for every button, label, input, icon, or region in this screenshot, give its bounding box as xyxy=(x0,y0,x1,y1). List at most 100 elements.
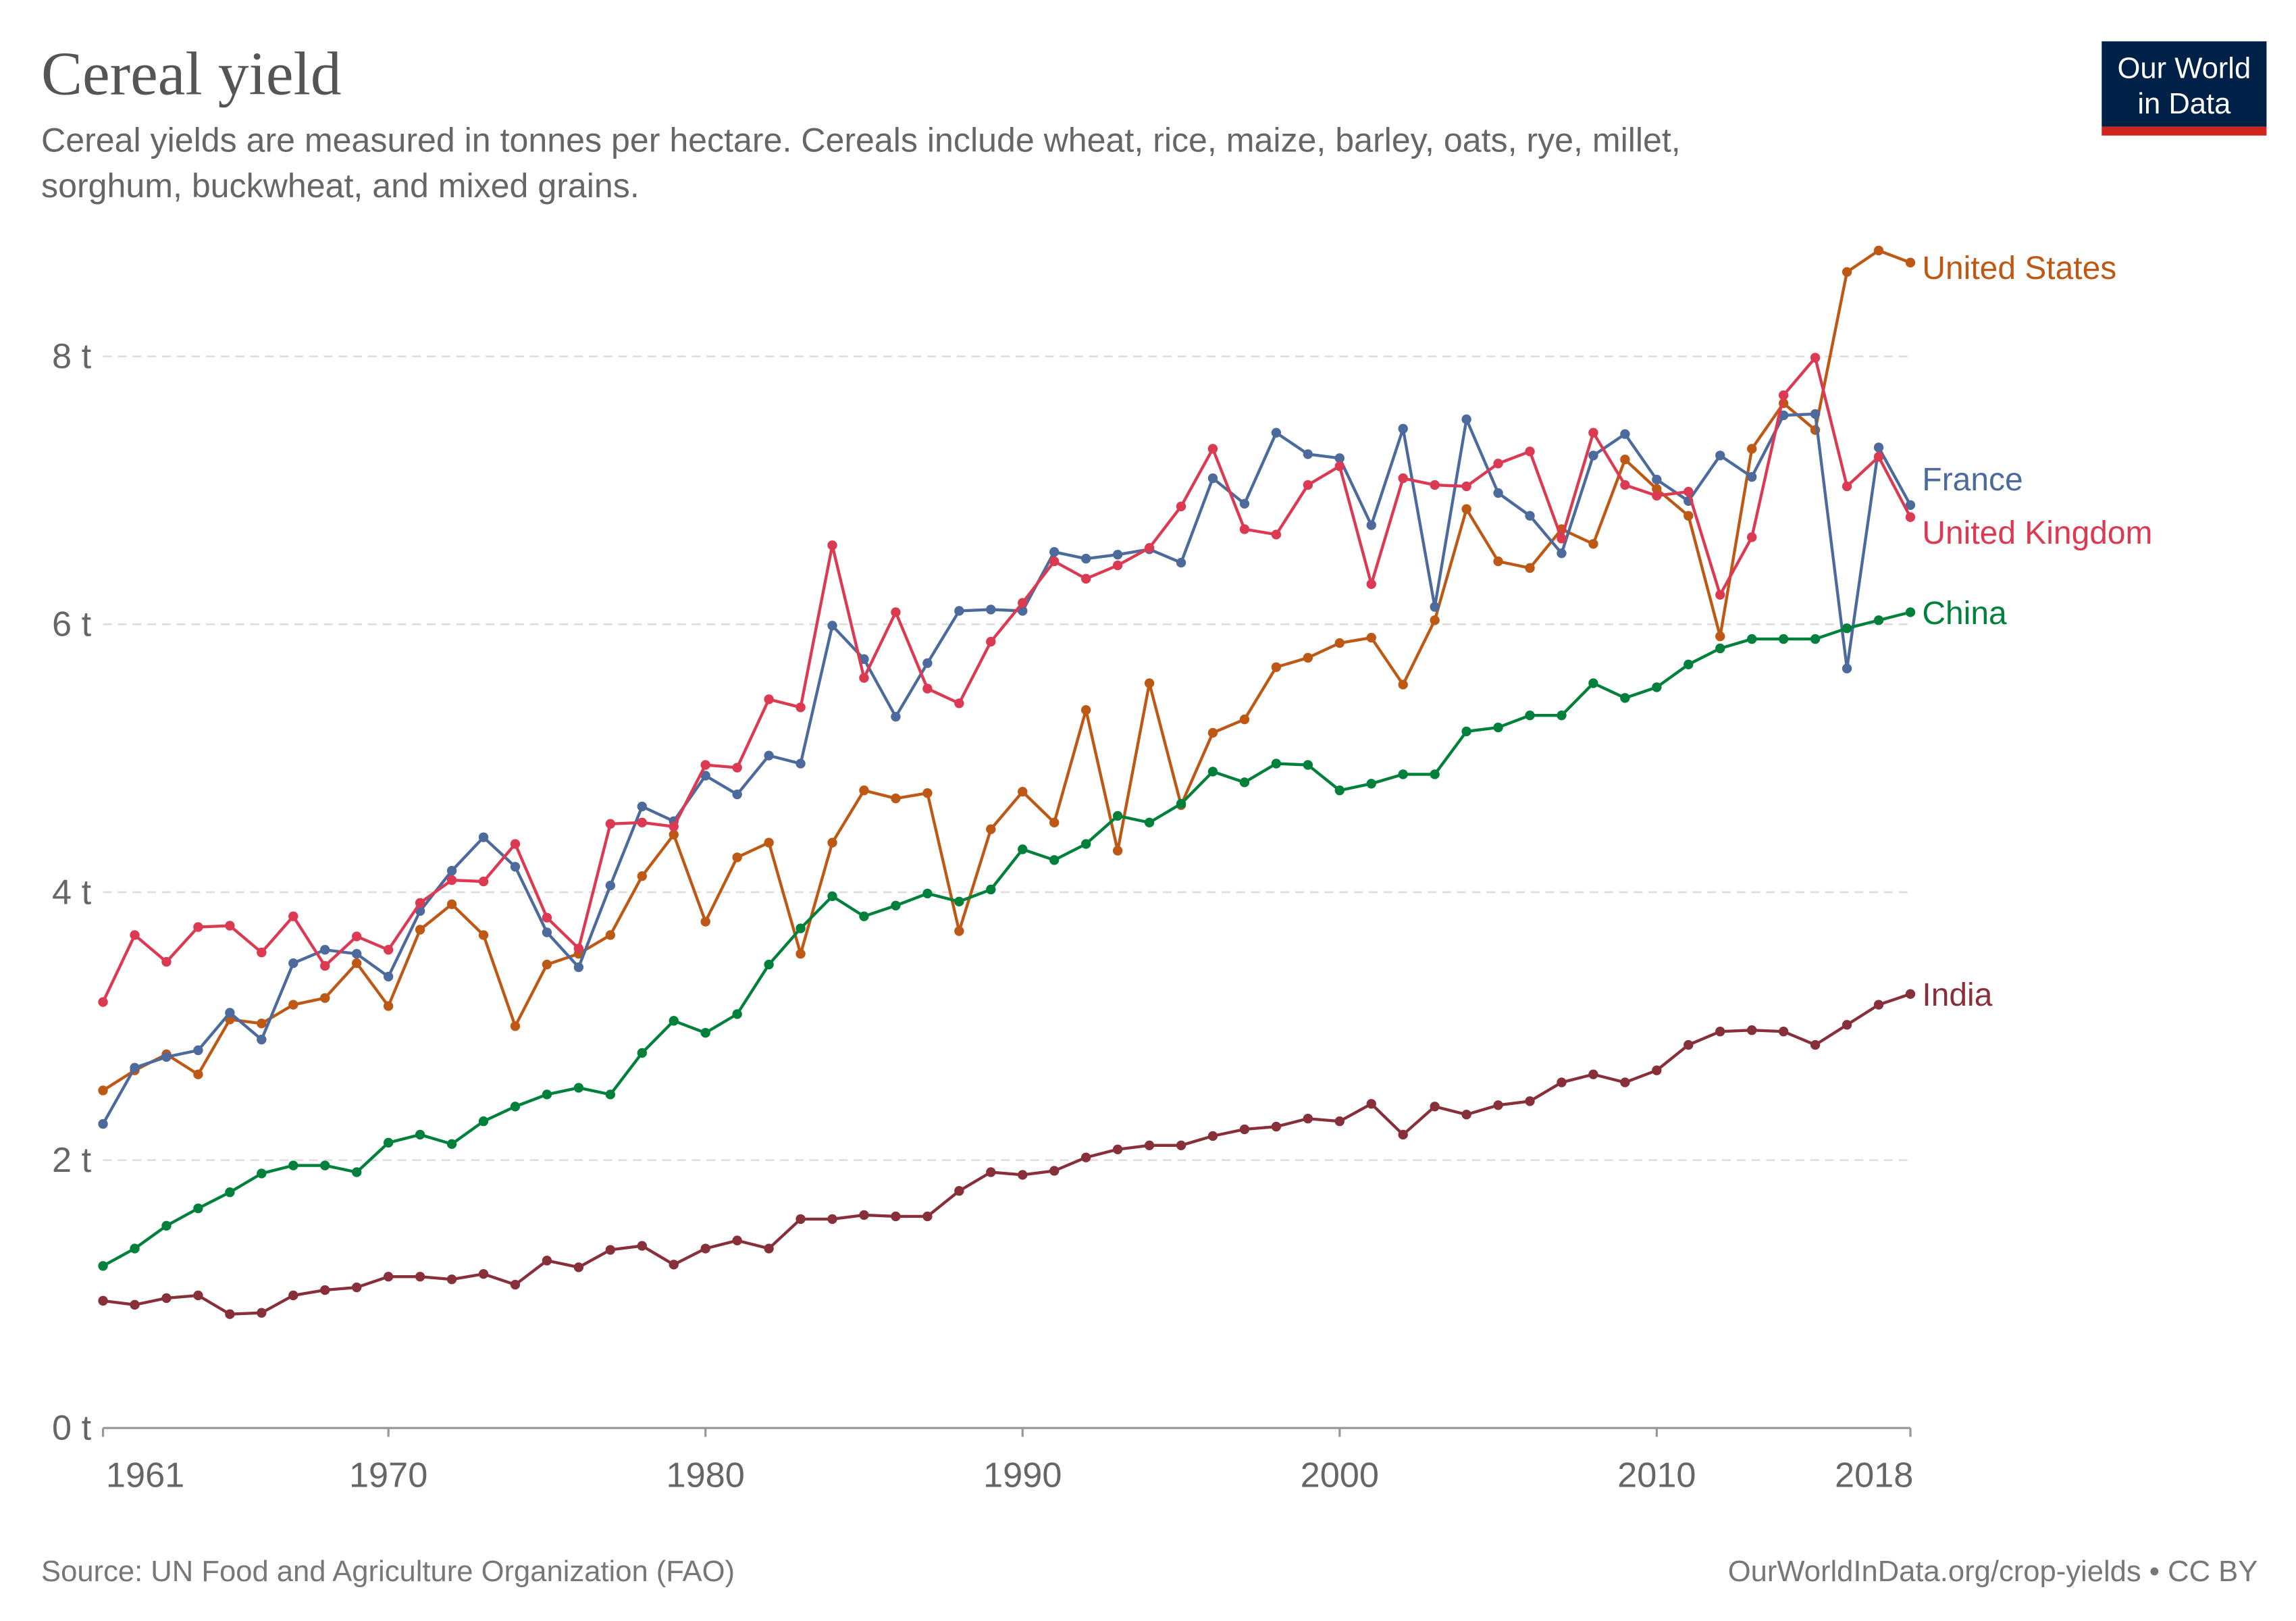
data-point xyxy=(193,1069,203,1079)
y-tick-label: 8 t xyxy=(52,337,92,376)
data-point xyxy=(1620,480,1630,490)
data-point xyxy=(1873,615,1884,625)
data-point xyxy=(383,1137,394,1148)
data-point xyxy=(446,1139,457,1150)
data-point xyxy=(1525,1096,1535,1106)
credit-link[interactable]: OurWorldInData.org/crop-yields • CC BY xyxy=(1728,1555,2258,1588)
data-point xyxy=(1652,484,1662,494)
data-point xyxy=(1747,1025,1757,1035)
data-point xyxy=(922,888,933,899)
data-point xyxy=(1271,530,1282,540)
data-point xyxy=(352,958,362,969)
data-point xyxy=(1525,446,1535,457)
data-point xyxy=(446,875,457,885)
data-point xyxy=(1398,679,1408,690)
data-point xyxy=(732,789,742,800)
data-point xyxy=(1588,428,1598,438)
gridlines xyxy=(103,355,1910,1161)
data-point xyxy=(764,959,774,970)
data-point xyxy=(1207,727,1218,738)
x-tick-label: 1970 xyxy=(349,1456,427,1495)
x-tick-label: 1961 xyxy=(106,1456,184,1495)
data-point xyxy=(954,896,964,907)
data-point xyxy=(130,1062,140,1073)
data-point xyxy=(1239,714,1250,725)
data-point xyxy=(1525,511,1535,521)
data-point xyxy=(922,658,933,669)
data-point xyxy=(986,604,996,615)
series-china xyxy=(98,607,1916,1271)
data-point xyxy=(352,931,362,942)
data-point xyxy=(288,1000,298,1010)
data-point xyxy=(1620,1077,1630,1087)
data-point xyxy=(669,829,679,840)
data-point xyxy=(1398,769,1408,779)
data-point xyxy=(1873,452,1884,462)
data-point xyxy=(1144,1140,1155,1151)
data-point xyxy=(1715,1027,1725,1037)
data-point xyxy=(954,926,964,936)
data-point xyxy=(1842,267,1852,277)
data-point xyxy=(510,839,521,849)
data-point xyxy=(98,1085,108,1096)
data-point xyxy=(446,1274,457,1285)
data-point xyxy=(859,786,869,796)
data-point xyxy=(98,1295,108,1306)
data-point xyxy=(1461,1110,1471,1120)
data-point xyxy=(352,1167,362,1177)
data-point xyxy=(795,949,806,959)
data-point xyxy=(1430,615,1440,625)
data-point xyxy=(573,1083,584,1093)
data-point xyxy=(1842,1020,1852,1030)
data-point xyxy=(1144,678,1155,688)
data-point xyxy=(1366,1099,1376,1109)
x-tick-label: 1990 xyxy=(983,1456,1062,1495)
data-point xyxy=(1239,524,1250,534)
data-point xyxy=(446,899,457,910)
data-point xyxy=(1810,409,1821,419)
data-point xyxy=(161,1293,172,1304)
data-point xyxy=(669,1260,679,1270)
owid-logo[interactable]: Our World in Data xyxy=(2102,41,2267,136)
data-point xyxy=(1873,442,1884,453)
data-point xyxy=(700,771,710,781)
data-point xyxy=(1842,623,1852,634)
data-point xyxy=(986,1167,996,1177)
data-point xyxy=(1366,632,1376,643)
data-point xyxy=(1271,758,1282,769)
data-point xyxy=(1334,461,1345,471)
data-point xyxy=(1207,444,1218,454)
data-point xyxy=(1334,453,1345,463)
data-point xyxy=(130,930,140,940)
data-point xyxy=(1398,473,1408,484)
data-point xyxy=(510,1102,521,1112)
logo-text-line1: Our World xyxy=(2117,53,2251,85)
data-point xyxy=(478,832,489,842)
data-point xyxy=(1112,1144,1123,1154)
source-note: Source: UN Food and Agriculture Organiza… xyxy=(41,1555,735,1588)
x-tick-label: 2000 xyxy=(1301,1456,1379,1495)
data-point xyxy=(1112,846,1123,856)
data-point xyxy=(764,838,774,848)
data-point xyxy=(1239,498,1250,509)
data-point xyxy=(1080,573,1091,584)
y-axis-ticks: 0 t 2 t 4 t 6 t 8 t xyxy=(52,337,92,1448)
data-point xyxy=(1652,474,1662,485)
data-point xyxy=(383,1001,394,1011)
data-point xyxy=(161,956,172,967)
data-point xyxy=(1620,455,1630,465)
data-point xyxy=(1715,643,1725,654)
data-point xyxy=(1525,563,1535,573)
data-point xyxy=(1715,590,1725,600)
data-point xyxy=(1430,480,1440,490)
data-point xyxy=(605,819,616,829)
series-label: India xyxy=(1922,977,1992,1013)
data-point xyxy=(1842,663,1852,673)
data-point xyxy=(1207,767,1218,777)
data-point xyxy=(193,1203,203,1214)
data-point xyxy=(1905,607,1916,617)
data-point xyxy=(1144,543,1155,553)
data-point xyxy=(795,1214,806,1225)
data-point xyxy=(542,927,552,937)
data-point xyxy=(637,817,647,828)
